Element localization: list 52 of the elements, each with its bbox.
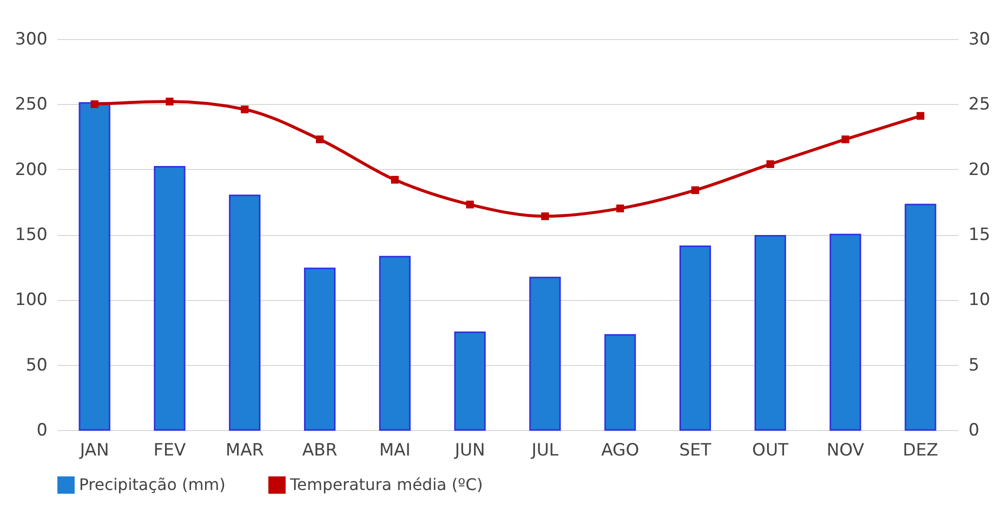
- point: [916, 112, 924, 120]
- bar: [379, 256, 411, 431]
- y-tick-label: 250: [15, 94, 48, 115]
- point: [766, 160, 774, 168]
- y-tick-label: 50: [26, 355, 48, 376]
- x-tick-label: MAR: [226, 440, 264, 460]
- y-tick-label: 0: [36, 420, 48, 440]
- bar: [904, 204, 936, 431]
- point: [691, 186, 700, 194]
- point: [166, 98, 174, 106]
- x-tick-label: NOV: [826, 440, 864, 460]
- y2-tick-label: 5: [968, 355, 980, 376]
- y2-tick-label: 10: [968, 290, 990, 310]
- x-tick-label: JUL: [530, 440, 560, 460]
- bar: [154, 166, 186, 431]
- point: [466, 200, 474, 208]
- legend-label: Temperatura média (ºC): [289, 475, 483, 494]
- x-tick-label: DEZ: [902, 440, 938, 460]
- point: [616, 204, 624, 212]
- point: [541, 212, 549, 220]
- y2-tick-label: 30: [968, 30, 990, 50]
- x-tick-label: FEV: [154, 440, 186, 460]
- x-tick-label: SET: [679, 440, 712, 460]
- point: [391, 176, 399, 184]
- point: [240, 106, 249, 114]
- bar: [604, 334, 636, 431]
- x-tick-label: JAN: [79, 440, 110, 460]
- bar: [529, 276, 561, 431]
- bar: [228, 194, 260, 431]
- x-tick-label: OUT: [752, 440, 790, 460]
- bar: [454, 332, 486, 431]
- y2-tick-label: 25: [968, 94, 990, 115]
- y2-tick-label: 20: [968, 160, 990, 180]
- point: [90, 100, 98, 108]
- y-tick-label: 150: [15, 225, 48, 245]
- bar: [830, 234, 862, 431]
- x-tick-label: ABR: [302, 440, 338, 460]
- x-tick-label: AGO: [601, 440, 640, 460]
- x-tick-label: JUN: [454, 440, 486, 460]
- y-tick-label: 200: [15, 160, 48, 180]
- bar: [78, 102, 110, 431]
- point: [842, 135, 850, 144]
- y-tick-label: 300: [15, 30, 48, 50]
- y2-tick-label: 15: [968, 225, 990, 245]
- bar: [304, 268, 336, 431]
- bar: [679, 245, 711, 431]
- point: [316, 135, 324, 144]
- bar: [754, 235, 786, 431]
- y2-tick-label: 0: [968, 420, 980, 440]
- legend-label: Precipitação (mm): [79, 475, 226, 494]
- y-tick-label: 100: [15, 290, 48, 310]
- x-tick-label: MAI: [379, 440, 411, 460]
